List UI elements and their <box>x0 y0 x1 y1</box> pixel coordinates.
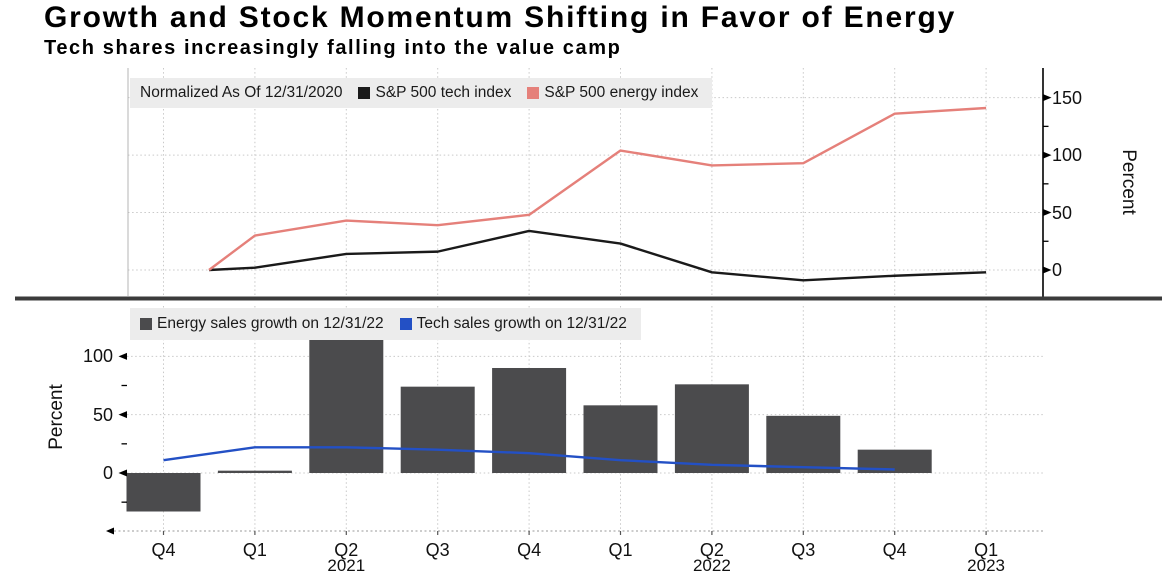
energy-sales-bar <box>400 386 475 473</box>
bottom-y-tick-label: 50 <box>92 404 113 425</box>
x-quarter-label: Q4 <box>882 540 907 560</box>
energy-sales-bar <box>217 470 292 473</box>
legend-swatch-icon <box>358 87 371 99</box>
energy-sales-bar <box>674 384 749 473</box>
bottom-legend-entries: Energy sales growth on 12/31/22 Tech sale… <box>140 315 627 333</box>
bottom-y-tick-label: 0 <box>102 463 113 483</box>
x-year-label: 2022 <box>692 556 731 575</box>
legend-label: Tech sales growth on 12/31/22 <box>416 315 627 332</box>
energy-sales-bar <box>766 415 841 473</box>
x-year-label: 2021 <box>327 556 366 575</box>
x-quarter-label: Q3 <box>791 540 816 560</box>
tech-sales-line <box>163 446 895 471</box>
legend-swatch-icon <box>399 318 412 330</box>
x-quarter-label: Q3 <box>425 540 450 560</box>
x-quarter-label: Q1 <box>242 540 267 560</box>
top-y-tick-label: 0 <box>1052 260 1063 280</box>
legend-item: Energy sales growth on 12/31/22 <box>140 315 384 333</box>
top-legend-entries: S&P 500 tech index S&P 500 energy index <box>358 84 698 102</box>
x-quarter-label: Q1 <box>608 540 633 560</box>
normalization-note: Normalized As Of 12/31/2020 <box>140 84 343 101</box>
energy-sales-bar <box>492 367 567 473</box>
legend-item: S&P 500 energy index <box>527 84 698 102</box>
top-chart-legend: Normalized As Of 12/31/2020 S&P 500 tech… <box>130 78 713 108</box>
tech-index-line <box>208 229 987 282</box>
chart-subtitle: Tech shares increasingly falling into th… <box>44 37 622 59</box>
right-axis-major-tick <box>1043 266 1052 274</box>
energy-sales-bar <box>857 449 932 473</box>
x-quarter-label: Q4 <box>517 540 542 560</box>
x-quarter-label: Q2 <box>334 540 359 560</box>
energy-index-line <box>208 106 987 271</box>
x-axis-left-arrow <box>106 527 114 535</box>
right-axis-major-tick <box>1043 209 1052 217</box>
x-year-label: 2023 <box>967 556 1005 575</box>
energy-sales-bar <box>583 405 658 473</box>
x-quarter-label: Q4 <box>151 540 176 560</box>
panel-divider-line <box>15 296 1162 301</box>
legend-item: S&P 500 tech index <box>358 84 511 102</box>
right-axis-major-tick <box>1043 151 1052 159</box>
left-axis-major-tick <box>118 352 127 360</box>
bottom-chart-legend: Energy sales growth on 12/31/22 Tech sale… <box>130 308 641 340</box>
top-y-tick-label: 100 <box>1052 145 1083 166</box>
bottom-y-tick-label: 100 <box>82 346 113 367</box>
legend-label: S&P 500 energy index <box>544 84 699 101</box>
x-quarter-label: Q1 <box>974 540 999 560</box>
legend-swatch-icon <box>140 318 152 330</box>
top-y-tick-label: 150 <box>1052 87 1083 108</box>
legend-item: Tech sales growth on 12/31/22 <box>399 315 627 333</box>
left-axis-major-tick <box>118 469 127 477</box>
legend-swatch-icon <box>527 87 540 99</box>
legend-label: Energy sales growth on 12/31/22 <box>157 315 384 332</box>
legend-label: S&P 500 tech index <box>375 84 512 101</box>
top-y-axis-title: Percent <box>1118 149 1139 215</box>
chart-title: Growth and Stock Momentum Shifting in Fa… <box>44 1 957 34</box>
energy-sales-bar <box>126 473 201 512</box>
right-axis-major-tick <box>1043 94 1052 102</box>
top-y-tick-label: 50 <box>1052 202 1073 223</box>
energy-sales-bar <box>309 339 384 473</box>
x-quarter-label: Q2 <box>699 540 724 560</box>
left-axis-major-tick <box>118 411 127 419</box>
